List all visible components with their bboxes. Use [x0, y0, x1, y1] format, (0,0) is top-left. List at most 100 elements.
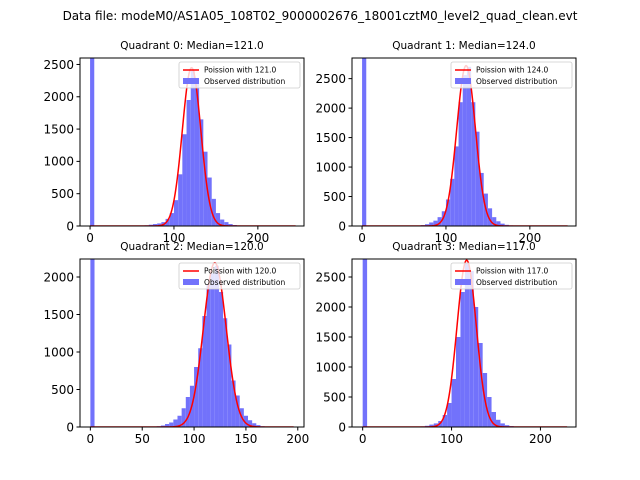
y-tick-label: 2500	[315, 270, 346, 284]
histogram-bar	[223, 318, 228, 427]
y-tick-label: 2500	[43, 58, 74, 72]
y-tick-label: 0	[338, 219, 346, 233]
x-tick-label: 200	[518, 231, 541, 245]
legend-box	[178, 262, 301, 290]
histogram-bar	[186, 100, 191, 226]
histogram-bar	[165, 218, 170, 226]
histogram-bar	[182, 134, 187, 226]
x-tick-label: 100	[183, 432, 206, 446]
histogram-bar	[500, 223, 505, 226]
plot-area	[362, 259, 568, 427]
histogram-bar	[214, 265, 219, 427]
axes-frame	[79, 258, 305, 428]
histogram-bar	[429, 222, 434, 226]
subplot-title: Quadrant 1: Median=124.0	[392, 40, 535, 52]
y-tick-label: 500	[323, 390, 346, 404]
histogram-bar	[479, 172, 484, 226]
histogram-bar	[202, 316, 207, 427]
y-tick-label: 2500	[315, 72, 346, 86]
legend: Poission with 121.0 Observed distribution	[178, 61, 301, 89]
y-tick-label: 1500	[315, 330, 346, 344]
histogram-bar	[492, 217, 497, 226]
histogram-bar	[231, 380, 236, 427]
y-tick-label: 2000	[315, 300, 346, 314]
histogram-bar	[445, 199, 451, 226]
x-tick-label: 150	[234, 432, 257, 446]
histogram-bar	[487, 397, 492, 427]
histogram-bar	[152, 224, 158, 226]
histogram-bar	[224, 222, 229, 226]
histogram-bar	[90, 259, 95, 427]
histogram-bar	[424, 224, 430, 226]
histogram-bar	[469, 271, 474, 427]
histogram-bar	[252, 423, 257, 427]
y-tick-label: 500	[51, 187, 74, 201]
legend-patch-label: Observed distribution	[204, 278, 285, 287]
histogram-bar	[504, 425, 510, 427]
histogram-bar	[228, 224, 233, 226]
legend-patch-swatch	[183, 279, 199, 285]
x-tick-label: 100	[435, 231, 458, 245]
histogram-bar	[456, 337, 461, 427]
histogram-bar	[190, 70, 195, 226]
histogram-bar	[165, 424, 170, 427]
figure-suptitle: Data file: modeM0/AS1A05_108T02_90000026…	[63, 9, 578, 23]
histogram-bar	[220, 219, 225, 226]
legend-line-label: Poission with 124.0	[476, 66, 549, 75]
x-tick-label: 200	[529, 432, 552, 446]
x-tick-label: 200	[246, 231, 269, 245]
legend-line-label: Poission with 121.0	[204, 66, 277, 75]
y-tick-label: 0	[66, 219, 74, 233]
histogram-bar	[458, 102, 463, 226]
histogram-bar	[491, 412, 496, 427]
legend-patch-swatch	[455, 78, 471, 84]
y-tick-label: 2000	[315, 101, 346, 115]
axes-frame	[351, 57, 577, 227]
histogram-bar	[429, 424, 434, 427]
histogram-bar	[203, 151, 208, 226]
y-tick-label: 2000	[43, 270, 74, 284]
subplot-title: Quadrant 3: Median=117.0	[392, 241, 535, 253]
histogram-bar	[437, 217, 442, 226]
x-tick-label: 200	[286, 432, 309, 446]
histogram-bar	[362, 259, 368, 427]
histogram-bar	[215, 213, 221, 226]
legend-box	[450, 262, 573, 290]
x-tick-label: 0	[87, 432, 95, 446]
histogram-bar	[248, 420, 253, 427]
y-tick-label: 1000	[315, 160, 346, 174]
x-tick-label: 0	[86, 231, 94, 245]
histogram-bar	[211, 198, 216, 226]
legend-patch-label: Observed distribution	[476, 77, 557, 86]
histogram-bar	[173, 419, 178, 427]
histogram-bar	[478, 343, 483, 427]
subplot-title: Quadrant 0: Median=121.0	[120, 40, 263, 52]
histogram-bar	[218, 292, 224, 427]
legend: Poission with 117.0 Observed distribution	[450, 262, 573, 290]
legend-patch-swatch	[455, 279, 471, 285]
y-tick-label: 500	[51, 383, 74, 397]
y-tick-label: 500	[323, 190, 346, 204]
histogram-bar	[475, 131, 480, 226]
histogram-bar	[157, 223, 162, 226]
histogram-bar	[256, 425, 261, 427]
histogram-bar	[199, 119, 204, 226]
y-tick-label: 2000	[43, 90, 74, 104]
histogram-bar	[194, 367, 199, 427]
histogram-bar	[210, 273, 215, 427]
histogram-bar	[441, 211, 446, 226]
histogram-bar	[206, 284, 211, 427]
histogram-bar	[181, 408, 186, 427]
axes-frame	[79, 57, 305, 227]
histogram-bar	[450, 178, 455, 226]
x-tick-label: 50	[135, 432, 150, 446]
legend-line-label: Poission with 117.0	[476, 267, 549, 276]
histogram-bar	[194, 82, 200, 226]
histogram-bar	[185, 397, 190, 427]
histogram-bar	[173, 200, 179, 226]
legend-patch-swatch	[183, 78, 199, 84]
